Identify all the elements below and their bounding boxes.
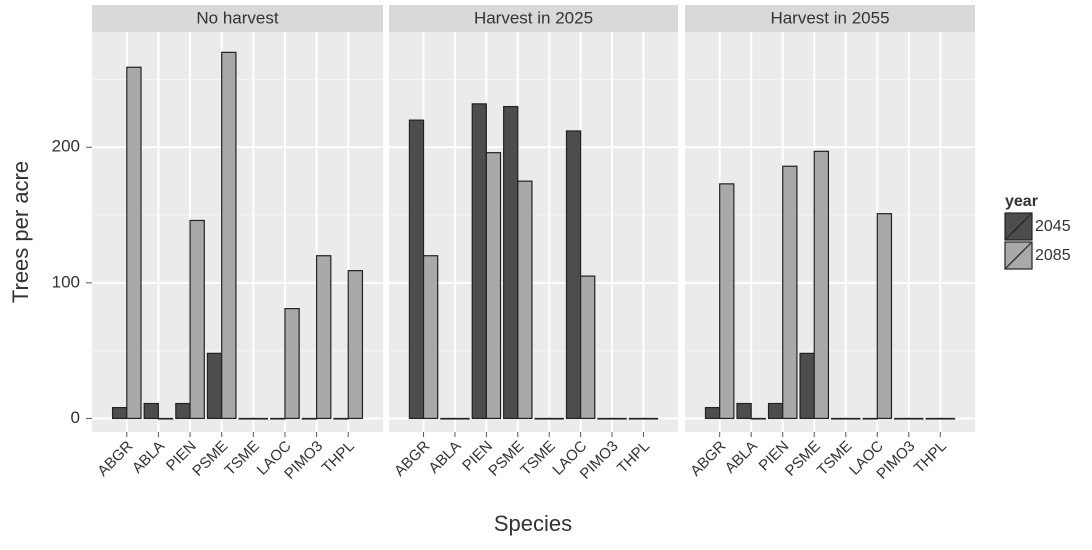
- bar: [813, 150, 830, 420]
- bar: [876, 213, 893, 420]
- bar: [503, 105, 519, 420]
- facet-title: Harvest in 2025: [474, 8, 593, 27]
- bar: [126, 66, 142, 420]
- strip: [685, 5, 975, 32]
- legend-key-slash: [1005, 242, 1032, 269]
- x-tick-label: THPL: [319, 438, 358, 477]
- x-tick-label: THPL: [911, 438, 950, 477]
- y-tick-label: 0: [71, 408, 80, 427]
- bar: [408, 119, 425, 420]
- bar: [143, 402, 160, 420]
- bar: [719, 183, 735, 420]
- bar: [111, 406, 128, 420]
- bar: [440, 417, 456, 420]
- bar: [284, 308, 300, 420]
- bar: [270, 417, 286, 420]
- bar: [565, 130, 582, 420]
- y-tick-label: 100: [52, 272, 80, 291]
- bar: [704, 406, 721, 420]
- bar: [939, 417, 956, 420]
- bar: [628, 417, 645, 420]
- bar: [189, 219, 205, 420]
- strip: [92, 5, 383, 32]
- bar: [485, 152, 502, 420]
- bar: [315, 255, 332, 420]
- bar: [548, 417, 564, 420]
- bar: [534, 417, 550, 420]
- y-axis-label: Trees per acre: [8, 161, 33, 303]
- bar: [799, 352, 815, 420]
- legend-label: 2045: [1035, 218, 1071, 235]
- y-tick-label: 200: [52, 137, 80, 156]
- x-tick-label: ABLA: [425, 438, 464, 477]
- bar: [157, 417, 174, 420]
- x-tick-label: ABLA: [129, 438, 168, 477]
- x-tick-label: PSME: [189, 438, 231, 480]
- bar: [454, 417, 470, 420]
- bar: [736, 402, 752, 420]
- bar: [642, 417, 659, 420]
- bar: [301, 417, 318, 420]
- facet-title: No harvest: [196, 8, 278, 27]
- bar: [238, 417, 254, 420]
- bar: [471, 103, 487, 420]
- x-tick-label: PSME: [485, 438, 527, 480]
- x-tick-label: ABLA: [722, 438, 761, 477]
- facet-title: Harvest in 2055: [770, 8, 889, 27]
- bar: [221, 51, 237, 420]
- bar: [830, 417, 847, 420]
- x-axis-label: Species: [494, 511, 572, 536]
- legend-label: 2085: [1035, 247, 1071, 264]
- x-tick-label: ABGR: [94, 437, 136, 479]
- bar: [580, 275, 596, 420]
- bar: [611, 417, 627, 420]
- bar: [767, 402, 784, 420]
- bar: [908, 417, 924, 420]
- bar: [517, 180, 533, 420]
- bar: [925, 417, 941, 420]
- x-tick-label: PSME: [782, 438, 824, 480]
- bar: [333, 417, 349, 420]
- bar: [862, 417, 878, 420]
- legend-key-slash: [1005, 213, 1032, 240]
- bar: [597, 417, 613, 420]
- bar: [845, 417, 861, 420]
- x-tick-label: ABGR: [687, 437, 729, 479]
- strip: [389, 5, 678, 32]
- x-tick-label: THPL: [614, 438, 653, 477]
- legend-title: year: [1005, 193, 1038, 210]
- bar: [422, 255, 439, 420]
- x-tick-label: TSME: [814, 438, 855, 479]
- bar: [782, 165, 798, 420]
- bar: [206, 352, 223, 420]
- bar: [750, 417, 766, 420]
- x-tick-label: TSME: [221, 438, 262, 479]
- bar: [894, 417, 910, 420]
- bar: [175, 402, 191, 420]
- bar: [347, 270, 364, 420]
- bar: [252, 417, 269, 420]
- x-tick-label: TSME: [517, 438, 558, 479]
- x-tick-label: ABGR: [391, 437, 433, 479]
